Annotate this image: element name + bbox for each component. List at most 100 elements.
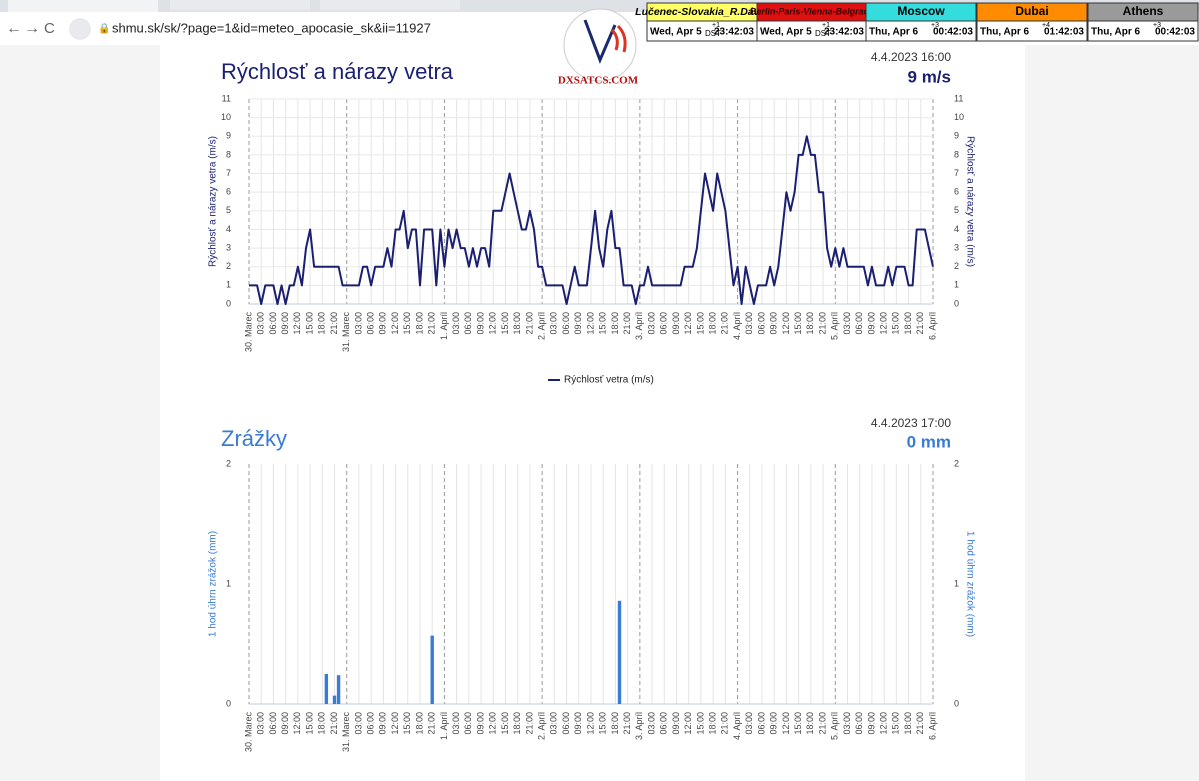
x-tick-label: 09:00 <box>378 312 388 335</box>
clock-dst: DST <box>815 29 831 38</box>
x-tick-label: 03:00 <box>451 312 461 335</box>
clock-date: Thu, Apr 6 <box>980 27 1030 38</box>
chart-title: Zrážky <box>221 426 287 451</box>
x-tick-label: 30. Marec <box>243 312 253 353</box>
clock-body <box>976 20 1088 42</box>
y-tick-label: 2 <box>226 458 231 468</box>
x-tick-label: 09:00 <box>573 312 583 335</box>
clock-city: Lučenec-Slovakia_R.Dávid <box>635 6 769 18</box>
x-tick-label: 21:00 <box>524 312 534 335</box>
clock-date: Wed, Apr 5 <box>760 27 812 38</box>
clock-date: Thu, Apr 6 <box>1091 27 1141 38</box>
clock-body <box>1087 20 1199 42</box>
x-tick-label: 06:00 <box>268 312 278 335</box>
clock-offset: +4 <box>1042 22 1050 29</box>
clock-city: Moscow <box>897 4 945 18</box>
x-tick-label: 15:00 <box>304 312 314 335</box>
y-tick-label: 10 <box>221 112 231 122</box>
back-button[interactable]: ← <box>6 20 22 37</box>
timestamp: 4.4.2023 17:00 <box>871 416 951 430</box>
x-tick-label: 06:00 <box>659 712 669 735</box>
x-tick-label: 31. Marec <box>341 312 351 353</box>
x-tick-label: 21:00 <box>329 712 339 735</box>
reload-button[interactable]: C <box>44 20 55 37</box>
x-tick-label: 09:00 <box>475 312 485 335</box>
logo-waves <box>610 24 627 53</box>
y-tick-label-right: 8 <box>954 149 959 159</box>
x-tick-label: 03:00 <box>646 312 656 335</box>
x-tick-label: 3. Apríl <box>634 712 644 740</box>
y-tick-label-right: 6 <box>954 187 959 197</box>
clock-offset: +3 <box>1153 22 1161 29</box>
x-tick-label: 18:00 <box>317 312 327 335</box>
y-tick-label: 0 <box>226 298 231 308</box>
x-tick-label: 31. Marec <box>341 712 351 753</box>
x-tick-label: 30. Marec <box>243 712 253 753</box>
x-tick-label: 18:00 <box>708 712 718 735</box>
bar <box>336 675 341 704</box>
x-tick-label: 4. Apríl <box>732 312 742 340</box>
x-tick-label: 09:00 <box>475 712 485 735</box>
x-tick-label: 18:00 <box>610 712 620 735</box>
x-tick-label: 03:00 <box>842 712 852 735</box>
y-tick-label: 2 <box>226 261 231 271</box>
y-tick-label: 7 <box>226 168 231 178</box>
x-tick-label: 09:00 <box>378 712 388 735</box>
y-tick-label-right: 2 <box>954 458 959 468</box>
x-tick-label: 21:00 <box>524 712 534 735</box>
y-tick-label: 9 <box>226 131 231 141</box>
x-tick-label: 09:00 <box>671 312 681 335</box>
bar <box>430 635 434 704</box>
x-tick-label: 18:00 <box>805 712 815 735</box>
y-tick-label: 1 <box>226 280 231 290</box>
x-tick-label: 15:00 <box>500 712 510 735</box>
x-tick-label: 03:00 <box>646 712 656 735</box>
x-tick-label: 12:00 <box>292 712 302 735</box>
x-tick-label: 15:00 <box>598 712 608 735</box>
x-tick-label: 2. Apríl <box>537 712 547 740</box>
x-tick-label: 12:00 <box>585 712 595 735</box>
x-tick-label: 06:00 <box>756 712 766 735</box>
x-tick-label: 15:00 <box>891 712 901 735</box>
tab[interactable] <box>170 0 310 10</box>
x-tick-label: 12:00 <box>488 712 498 735</box>
x-tick-label: 06:00 <box>659 312 669 335</box>
clock-time: 01:42:03 <box>1044 27 1084 38</box>
x-tick-label: 15:00 <box>695 312 705 335</box>
bar <box>332 695 337 704</box>
x-tick-label: 18:00 <box>708 312 718 335</box>
x-tick-label: 12:00 <box>585 312 595 335</box>
x-tick-label: 09:00 <box>866 312 876 335</box>
tab[interactable] <box>320 0 460 10</box>
x-tick-label: 06:00 <box>366 312 376 335</box>
timestamp: 4.4.2023 16:00 <box>871 50 951 64</box>
y-tick-label-right: 5 <box>954 205 959 215</box>
x-tick-label: 21:00 <box>817 712 827 735</box>
vpn-icon[interactable] <box>69 18 91 40</box>
y-tick-label: 1 <box>226 578 231 588</box>
tab[interactable] <box>8 0 158 12</box>
x-tick-label: 12:00 <box>781 712 791 735</box>
x-tick-label: 21:00 <box>817 312 827 335</box>
y-axis-label-right: Rýchlosť a nárazy vetra (m/s) <box>964 136 975 267</box>
y-tick-label-right: 0 <box>954 698 959 708</box>
x-tick-label: 12:00 <box>390 312 400 335</box>
x-tick-label: 03:00 <box>256 712 266 735</box>
current-value: 0 mm <box>907 432 951 451</box>
clock-offset: +3 <box>931 22 939 29</box>
forward-button[interactable]: → <box>24 20 40 37</box>
x-tick-label: 03:00 <box>451 712 461 735</box>
bar <box>324 674 329 704</box>
x-tick-label: 06:00 <box>854 712 864 735</box>
y-axis-label-right: 1 hod úhrn zrážok (mm) <box>964 531 975 637</box>
y-tick-label-right: 9 <box>954 131 959 141</box>
x-tick-label: 12:00 <box>683 712 693 735</box>
x-tick-label: 03:00 <box>549 712 559 735</box>
x-tick-label: 3. Apríl <box>634 312 644 340</box>
x-tick-label: 1. Apríl <box>439 312 449 340</box>
x-tick-label: 12:00 <box>879 312 889 335</box>
url[interactable]: shmu.sk/sk/?page=1&id=meteo_apocasie_sk&… <box>112 20 431 35</box>
x-tick-label: 6. Apríl <box>927 712 937 740</box>
